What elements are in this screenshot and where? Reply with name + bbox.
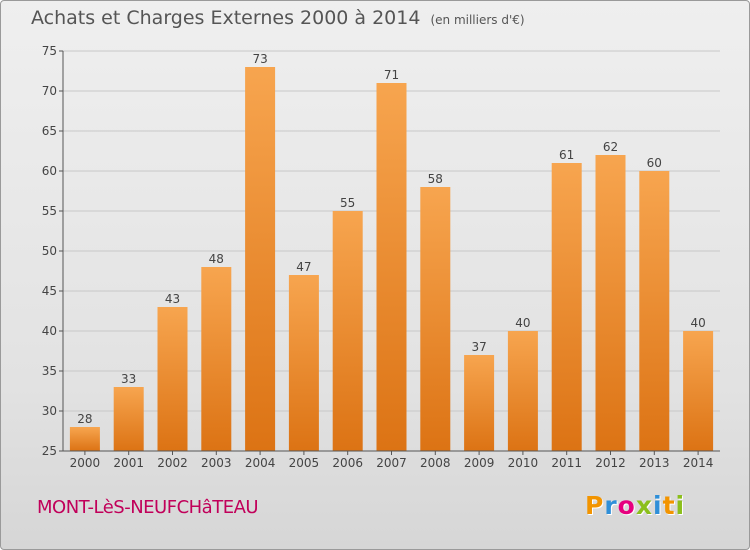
data-label: 60 <box>647 156 662 170</box>
logo-letter: i <box>675 491 686 520</box>
y-tick-label: 60 <box>42 164 57 178</box>
bar <box>507 331 538 451</box>
title-text: Achats et Charges Externes 2000 à 2014 <box>31 7 421 29</box>
data-label: 58 <box>428 172 443 186</box>
data-label: 28 <box>77 412 92 426</box>
x-tick-label: 2003 <box>201 456 232 470</box>
x-tick-label: 2000 <box>70 456 101 470</box>
y-tick-label: 55 <box>42 204 57 218</box>
bar <box>332 211 363 451</box>
title-unit: (en milliers d'€) <box>430 13 525 27</box>
bar <box>157 307 188 451</box>
bar <box>683 331 714 451</box>
bar <box>420 187 451 451</box>
bar <box>288 275 319 451</box>
commune-name: MONT-LèS-NEUFCHâTEAU <box>37 497 259 518</box>
x-tick-label: 2007 <box>376 456 407 470</box>
y-tick-label: 30 <box>42 404 57 418</box>
bar <box>551 163 582 451</box>
x-tick-label: 2008 <box>420 456 451 470</box>
data-label: 40 <box>690 316 705 330</box>
y-tick-label: 50 <box>42 244 57 258</box>
x-tick-label: 2005 <box>289 456 320 470</box>
y-tick-label: 45 <box>42 284 57 298</box>
y-tick-label: 40 <box>42 324 57 338</box>
x-tick-label: 2001 <box>113 456 144 470</box>
x-tick-label: 2013 <box>639 456 670 470</box>
axes: 25 30 35 40 45 50 55 60 65 70 75 2000 2001 2002 2003 20… <box>42 44 720 470</box>
data-label: 33 <box>121 372 136 386</box>
chart-title: Achats et Charges Externes 2000 à 2014 (e… <box>31 7 525 29</box>
bar <box>639 171 670 451</box>
y-tick-label: 65 <box>42 124 57 138</box>
x-tick-label: 2010 <box>508 456 539 470</box>
bar <box>69 427 100 451</box>
logo-letter: i <box>653 491 663 520</box>
data-label: 73 <box>252 52 267 66</box>
y-tick-label: 70 <box>42 84 57 98</box>
data-label: 62 <box>603 140 618 154</box>
x-tick-label: 2009 <box>464 456 495 470</box>
bar <box>201 267 232 451</box>
data-label: 40 <box>515 316 530 330</box>
x-tick-label: 2004 <box>245 456 276 470</box>
y-tick-label: 75 <box>42 44 57 58</box>
logo-letter: o <box>617 491 636 520</box>
x-tick-label: 2006 <box>332 456 363 470</box>
logo-letter: t <box>662 491 676 520</box>
data-label: 71 <box>384 68 399 82</box>
data-label: 37 <box>471 340 486 354</box>
data-label: 55 <box>340 196 355 210</box>
data-label: 47 <box>296 260 311 274</box>
data-label: 43 <box>165 292 180 306</box>
x-tick-label: 2002 <box>157 456 188 470</box>
bar <box>595 155 626 451</box>
data-label: 61 <box>559 148 574 162</box>
logo-letter: x <box>635 491 653 520</box>
bars <box>69 67 714 451</box>
x-tick-label: 2011 <box>551 456 582 470</box>
bar <box>113 387 144 451</box>
y-tick-label: 25 <box>42 444 57 458</box>
bar <box>376 83 407 451</box>
x-tick-label: 2012 <box>595 456 626 470</box>
x-tick-label: 2014 <box>683 456 714 470</box>
logo-letter: r <box>604 491 618 520</box>
data-label: 48 <box>209 252 224 266</box>
bar <box>464 355 495 451</box>
bar <box>245 67 276 451</box>
logo-letter: P <box>585 491 605 520</box>
y-tick-label: 35 <box>42 364 57 378</box>
data-labels: 28 33 43 48 73 47 55 71 58 37 40 61 62 60 40 <box>77 52 705 426</box>
proxiti-logo: Proxiti <box>585 491 685 520</box>
